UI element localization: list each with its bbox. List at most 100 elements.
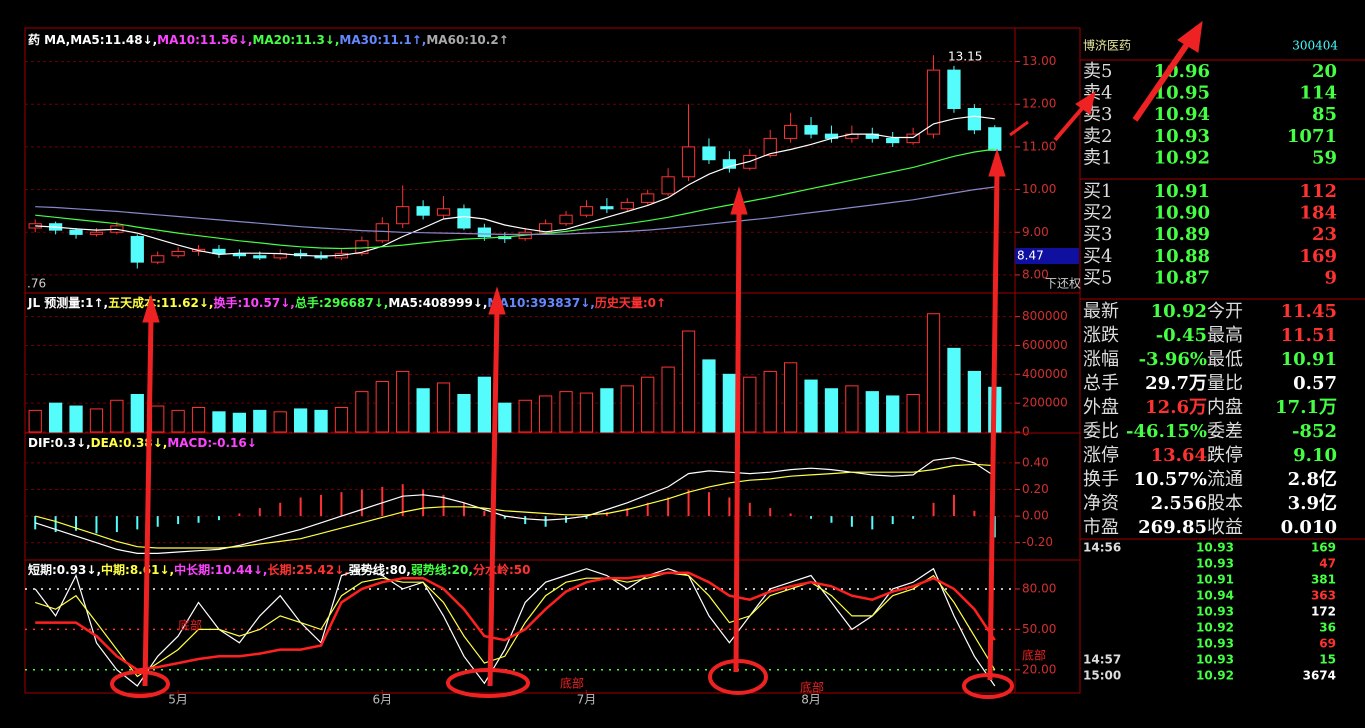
trade-price: 10.93 [1196,557,1234,571]
header-item: 长期:25.42↓, [267,562,348,577]
arrow [1053,103,1087,142]
annotation: 底部 [800,680,824,695]
volume-bar [498,402,512,433]
series-line [35,572,996,678]
volume-bar [518,399,532,433]
candle-body [375,223,389,242]
volume-bar [294,408,308,433]
stat-value: 2.556 [1151,493,1207,514]
stat-label: 总手 [1083,373,1119,394]
volume-bar [620,385,634,433]
trade-volume: 3674 [1303,669,1336,683]
stat-value: 9.10 [1293,445,1337,466]
header-item: 短期:0.93↓, [28,562,101,577]
arrow-head [1177,20,1203,53]
volume-bar [28,409,42,433]
stat-value: 0.57 [1293,373,1337,394]
stat-value: -0.45 [1156,325,1207,346]
y-tick-label: 0 [1022,425,1030,439]
price-tag-label: 8.47 [1017,249,1044,263]
volume-bar [212,411,226,433]
arrow-head [1075,90,1096,115]
y-tick-label: 11.00 [1022,139,1056,153]
header-item: MA20:11.3↓, [252,33,339,47]
book-volume: 59 [1312,147,1337,168]
book-volume: 85 [1312,104,1337,125]
candle-body [702,146,716,161]
volume-bar [926,313,941,433]
candle-body [253,255,267,259]
volume-bar [334,406,349,433]
header-item: 强势线:80, [349,562,411,577]
header-item: MA10:393837↓, [487,296,594,310]
book-label: 买1 [1083,181,1112,202]
header-item: 中期:8.61↓, [101,562,174,577]
candle-body [967,108,981,131]
candle-body [69,229,83,235]
y-tick-label: 400000 [1022,367,1068,381]
stat-label: 换手 [1083,469,1119,490]
book-label: 买4 [1083,246,1112,267]
candle-body [457,208,471,229]
candle-body [151,255,165,263]
volume-bar [539,395,553,433]
stat-label: 涨跌 [1083,325,1119,346]
x-tick-label: 6月 [372,693,392,707]
book-volume: 9 [1324,267,1337,288]
book-price: 10.89 [1154,224,1210,245]
volume-bar [579,392,594,433]
stat-value: 3.9亿 [1288,492,1337,514]
y-tick-label: 80.00 [1022,581,1056,595]
volume-bar [722,373,736,433]
volume-bar [416,388,430,433]
volume-bar [130,394,144,433]
candle-body [988,127,1002,151]
ellipse [708,659,768,695]
stat-label: 委差 [1207,421,1243,442]
volume-bar [171,409,185,433]
series-line [35,186,995,235]
stat-value: 17.1万 [1275,397,1337,418]
stat-value: 11.45 [1281,301,1337,322]
stat-label: 量比 [1207,373,1243,394]
header-item: 历史天量:0↑ [595,295,666,310]
header-item: 药 MA, [28,32,70,47]
volume-bar [375,381,389,433]
volume-bar [191,406,206,433]
header-item: MACD:-0.16↓ [167,436,256,450]
y-tick-label: 20.00 [1022,662,1056,676]
candle-body [906,133,920,144]
volume-bar [906,394,920,433]
panel-header: DIF:0.3↓,DEA:0.38↓,MACD:-0.16↓ [28,436,257,450]
header-item: DIF:0.3↓, [28,436,91,450]
trade-volume: 36 [1319,621,1336,635]
volume-bar [232,412,246,433]
x-tick-label: 7月 [577,693,597,707]
ellipse [962,673,1014,699]
book-volume: 114 [1299,83,1337,104]
stat-value: 13.64 [1151,445,1207,466]
book-volume: 20 [1312,61,1337,82]
volume-bar [967,370,981,433]
candle-body [416,206,430,216]
candle-body [600,206,614,210]
header-item: 五天成本:11.62↓, [108,295,213,310]
candle-body [579,206,594,216]
volume-bar [110,399,124,433]
candle-body [763,137,777,156]
stat-value: 29.7万 [1145,373,1207,394]
book-volume: 184 [1299,203,1337,224]
stat-label: 涨停 [1083,445,1119,466]
trade-volume: 47 [1319,557,1336,571]
volume-bar [559,391,573,433]
trade-time: 15:00 [1083,669,1121,683]
y-tick-label: 0.40 [1022,455,1049,469]
stat-label: 委比 [1083,421,1119,442]
candle-body [804,125,818,135]
trade-volume: 363 [1311,589,1336,603]
trade-volume: 69 [1319,637,1336,651]
volume-bar [784,362,798,433]
volume-bar [681,330,696,433]
stat-value: -3.96% [1139,349,1207,370]
